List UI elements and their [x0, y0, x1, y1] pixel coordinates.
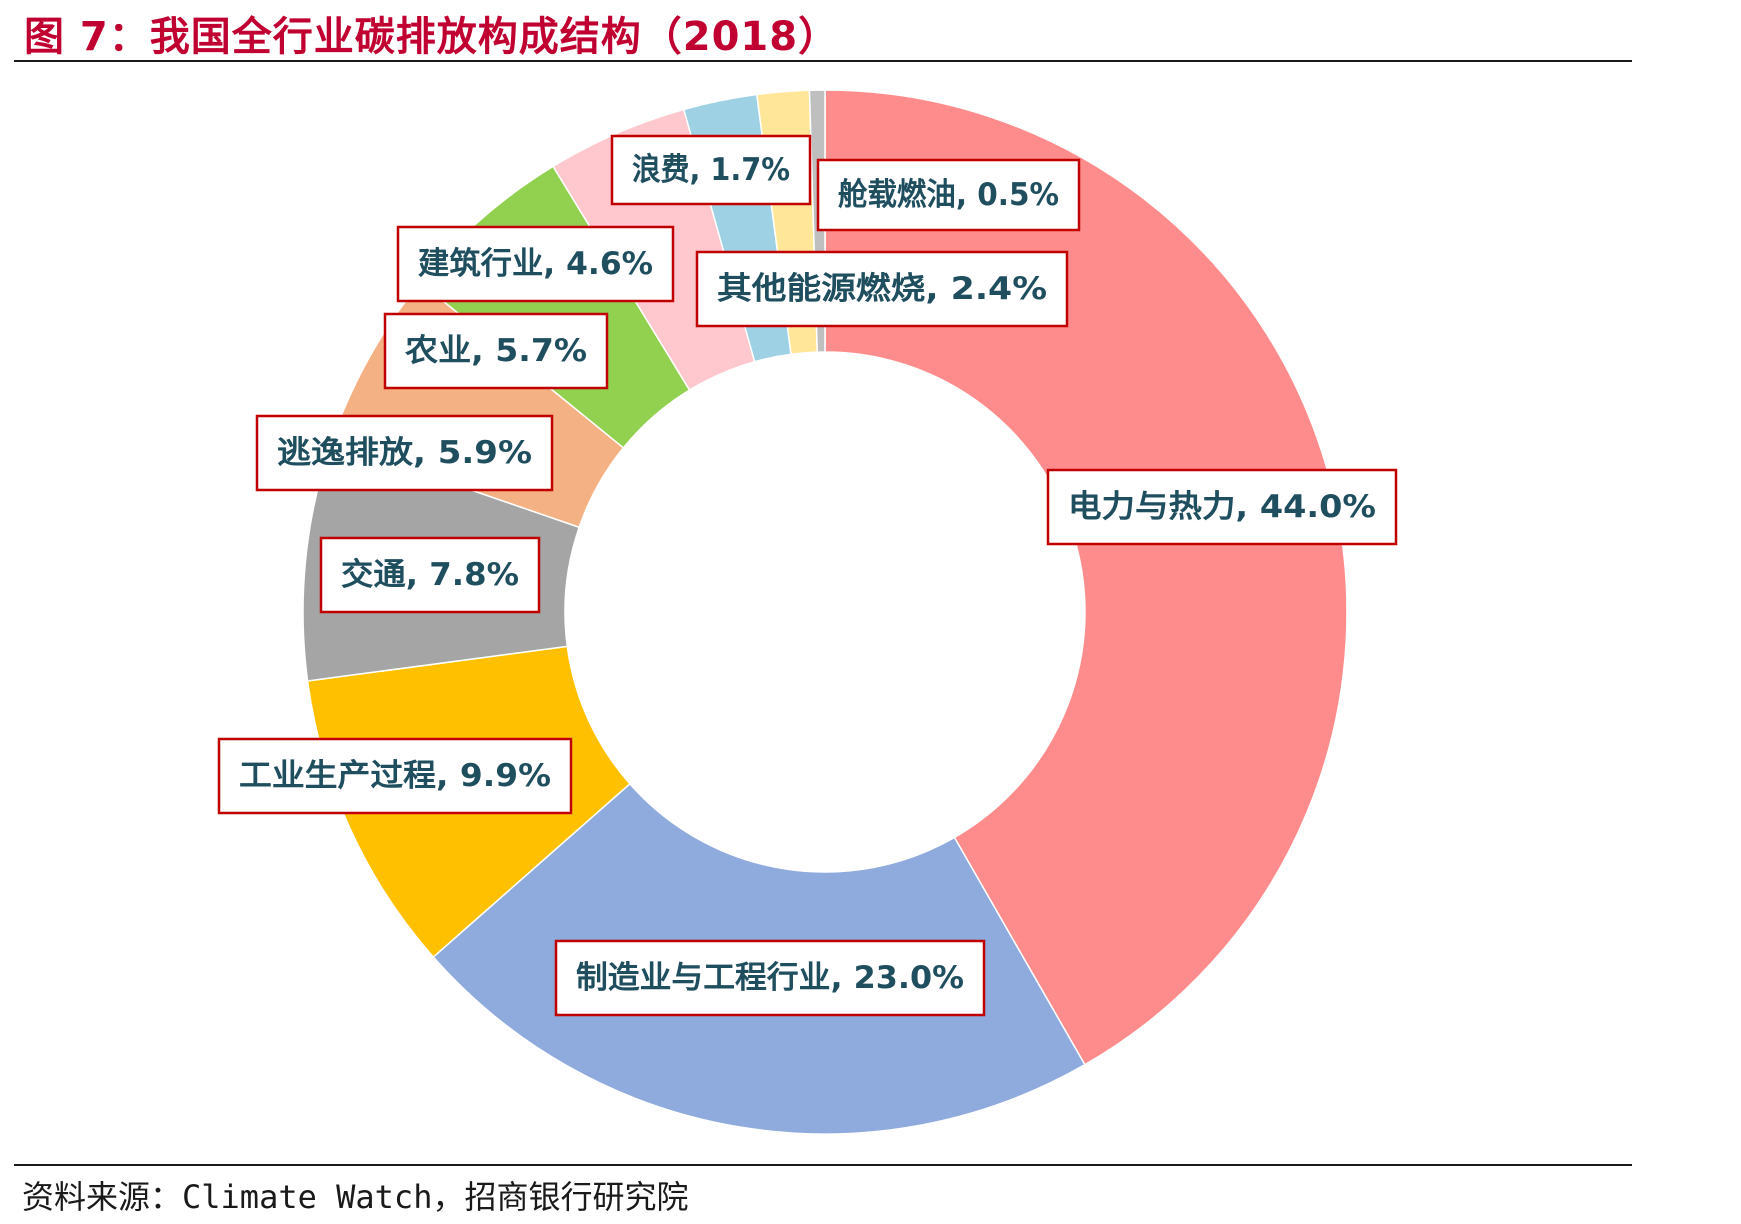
source-note: 资料来源：Climate Watch，招商银行研究院 — [22, 1178, 689, 1216]
source-divider — [14, 1164, 1632, 1166]
data-label-box-4 — [255, 414, 554, 492]
data-label-text-4: 逃逸排放, 5.9% — [277, 435, 532, 471]
data-label-box-2 — [217, 737, 573, 815]
data-label-box-3 — [319, 536, 541, 614]
data-label-text-9: 舱载燃油, 0.5% — [838, 177, 1059, 213]
data-label-3: 交通, 7.8% — [319, 536, 541, 614]
data-label-box-0 — [1046, 468, 1398, 546]
data-label-0: 电力与热力, 44.0% — [1046, 468, 1398, 546]
data-labels: 电力与热力, 44.0% 制造业与工程行业, 23.0% 工业生产过程, 9.9% 交… — [217, 134, 1398, 1017]
title-divider — [14, 60, 1632, 62]
data-label-9: 舱载燃油, 0.5% — [816, 158, 1081, 232]
data-label-8: 浪费, 1.7% — [610, 134, 812, 206]
data-label-text-6: 建筑行业, 4.6% — [418, 246, 653, 282]
donut-slice-0 — [824, 89, 1348, 1066]
data-label-2: 工业生产过程, 9.9% — [217, 737, 573, 815]
chart-title: 图 7：我国全行业碳排放构成结构（2018） — [24, 14, 840, 60]
data-label-4: 逃逸排放, 5.9% — [255, 414, 554, 492]
data-label-6: 建筑行业, 4.6% — [396, 225, 675, 303]
data-label-7: 其他能源燃烧, 2.4% — [695, 250, 1069, 328]
data-label-text-5: 农业, 5.7% — [405, 333, 587, 369]
data-label-text-3: 交通, 7.8% — [341, 557, 519, 593]
data-label-box-5 — [383, 312, 609, 390]
data-label-box-9 — [816, 158, 1081, 232]
data-label-box-6 — [396, 225, 675, 303]
data-label-text-7: 其他能源燃烧, 2.4% — [717, 271, 1047, 307]
data-label-text-2: 工业生产过程, 9.9% — [239, 758, 551, 794]
data-label-text-0: 电力与热力, 44.0% — [1068, 489, 1376, 525]
data-label-box-8 — [610, 134, 812, 206]
data-label-5: 农业, 5.7% — [383, 312, 609, 390]
data-label-text-8: 浪费, 1.7% — [632, 152, 790, 188]
data-label-box-1 — [554, 939, 986, 1017]
data-label-text-1: 制造业与工程行业, 23.0% — [576, 960, 964, 996]
data-label-1: 制造业与工程行业, 23.0% — [554, 939, 986, 1017]
data-label-box-7 — [695, 250, 1069, 328]
